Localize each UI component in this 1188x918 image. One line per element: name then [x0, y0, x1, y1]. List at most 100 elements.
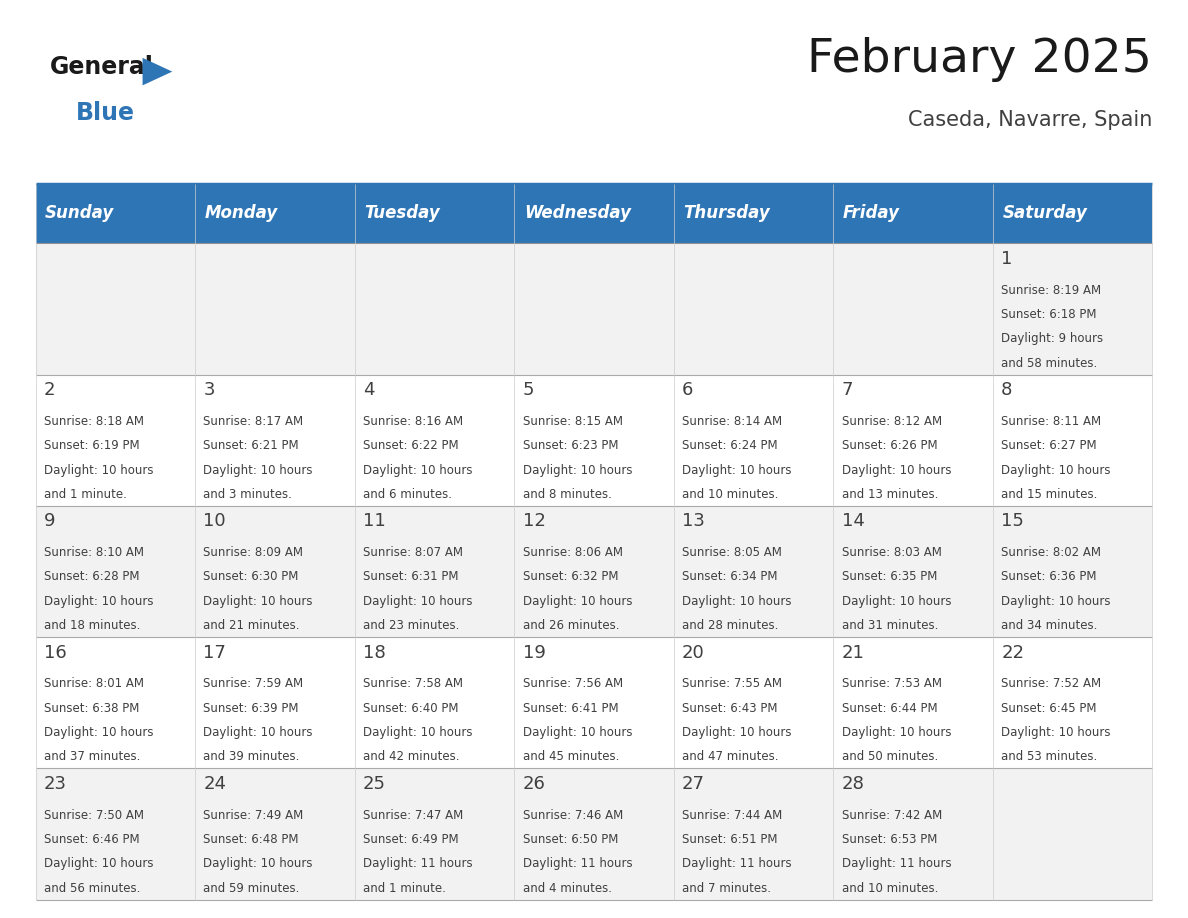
Bar: [993, 243, 1152, 375]
Text: and 10 minutes.: and 10 minutes.: [682, 487, 778, 501]
Text: Saturday: Saturday: [1003, 205, 1087, 222]
Text: Sunset: 6:21 PM: Sunset: 6:21 PM: [203, 439, 299, 453]
Bar: [993, 375, 1152, 506]
Bar: [355, 768, 514, 900]
Bar: [195, 184, 355, 243]
Text: and 18 minutes.: and 18 minutes.: [44, 619, 140, 633]
Bar: [36, 637, 195, 768]
Text: Sunset: 6:19 PM: Sunset: 6:19 PM: [44, 439, 139, 453]
Text: Blue: Blue: [76, 101, 135, 125]
Bar: [674, 243, 833, 375]
Text: and 6 minutes.: and 6 minutes.: [364, 487, 451, 501]
Text: and 21 minutes.: and 21 minutes.: [203, 619, 301, 633]
Text: 13: 13: [682, 512, 704, 531]
Text: Sunset: 6:36 PM: Sunset: 6:36 PM: [1001, 570, 1097, 584]
Text: 14: 14: [841, 512, 865, 531]
Text: and 39 minutes.: and 39 minutes.: [203, 750, 299, 764]
Text: and 13 minutes.: and 13 minutes.: [841, 487, 939, 501]
Text: Daylight: 10 hours: Daylight: 10 hours: [523, 464, 632, 476]
Text: 16: 16: [44, 644, 67, 662]
Text: Daylight: 10 hours: Daylight: 10 hours: [682, 595, 791, 608]
Text: Sunrise: 7:58 AM: Sunrise: 7:58 AM: [364, 677, 463, 690]
Text: 7: 7: [841, 381, 853, 399]
Bar: [674, 506, 833, 637]
Text: 19: 19: [523, 644, 545, 662]
Text: Daylight: 10 hours: Daylight: 10 hours: [841, 595, 952, 608]
Text: Daylight: 10 hours: Daylight: 10 hours: [1001, 726, 1111, 739]
Text: Sunset: 6:51 PM: Sunset: 6:51 PM: [682, 833, 778, 846]
Text: 6: 6: [682, 381, 694, 399]
Text: Daylight: 11 hours: Daylight: 11 hours: [364, 857, 473, 870]
Text: and 37 minutes.: and 37 minutes.: [44, 750, 140, 764]
Bar: [514, 243, 674, 375]
Text: and 42 minutes.: and 42 minutes.: [364, 750, 460, 764]
Text: Sunrise: 8:11 AM: Sunrise: 8:11 AM: [1001, 415, 1101, 428]
Text: 3: 3: [203, 381, 215, 399]
Text: 20: 20: [682, 644, 704, 662]
Text: Sunrise: 7:52 AM: Sunrise: 7:52 AM: [1001, 677, 1101, 690]
Text: Sunset: 6:46 PM: Sunset: 6:46 PM: [44, 833, 139, 846]
Text: Daylight: 10 hours: Daylight: 10 hours: [203, 857, 312, 870]
Text: Daylight: 10 hours: Daylight: 10 hours: [203, 464, 312, 476]
Text: Daylight: 10 hours: Daylight: 10 hours: [364, 726, 473, 739]
Text: 21: 21: [841, 644, 865, 662]
Text: Sunset: 6:49 PM: Sunset: 6:49 PM: [364, 833, 459, 846]
Text: Sunset: 6:23 PM: Sunset: 6:23 PM: [523, 439, 618, 453]
Text: 25: 25: [364, 775, 386, 793]
Text: Daylight: 10 hours: Daylight: 10 hours: [1001, 595, 1111, 608]
Text: and 28 minutes.: and 28 minutes.: [682, 619, 778, 633]
Text: and 1 minute.: and 1 minute.: [44, 487, 127, 501]
Text: and 26 minutes.: and 26 minutes.: [523, 619, 619, 633]
Bar: [993, 768, 1152, 900]
Text: Caseda, Navarre, Spain: Caseda, Navarre, Spain: [908, 110, 1152, 130]
Text: and 4 minutes.: and 4 minutes.: [523, 881, 612, 895]
Bar: [833, 375, 993, 506]
Text: Daylight: 10 hours: Daylight: 10 hours: [44, 857, 153, 870]
Text: Sunset: 6:43 PM: Sunset: 6:43 PM: [682, 701, 778, 715]
Bar: [355, 243, 514, 375]
Text: February 2025: February 2025: [808, 37, 1152, 82]
Text: and 45 minutes.: and 45 minutes.: [523, 750, 619, 764]
Text: 28: 28: [841, 775, 865, 793]
Text: 24: 24: [203, 775, 227, 793]
Text: Sunrise: 7:46 AM: Sunrise: 7:46 AM: [523, 809, 623, 822]
Text: Sunset: 6:41 PM: Sunset: 6:41 PM: [523, 701, 618, 715]
Text: Sunrise: 7:55 AM: Sunrise: 7:55 AM: [682, 677, 782, 690]
Bar: [674, 375, 833, 506]
Text: and 8 minutes.: and 8 minutes.: [523, 487, 612, 501]
Text: Sunset: 6:26 PM: Sunset: 6:26 PM: [841, 439, 937, 453]
Text: Sunset: 6:24 PM: Sunset: 6:24 PM: [682, 439, 778, 453]
Bar: [833, 768, 993, 900]
Bar: [355, 375, 514, 506]
Bar: [514, 375, 674, 506]
Bar: [674, 768, 833, 900]
Text: and 7 minutes.: and 7 minutes.: [682, 881, 771, 895]
Text: 5: 5: [523, 381, 535, 399]
Bar: [833, 637, 993, 768]
Text: Sunrise: 7:53 AM: Sunrise: 7:53 AM: [841, 677, 942, 690]
Text: Sunrise: 8:12 AM: Sunrise: 8:12 AM: [841, 415, 942, 428]
Text: Sunset: 6:39 PM: Sunset: 6:39 PM: [203, 701, 299, 715]
Text: Sunrise: 8:14 AM: Sunrise: 8:14 AM: [682, 415, 782, 428]
Text: 26: 26: [523, 775, 545, 793]
Text: Sunrise: 8:18 AM: Sunrise: 8:18 AM: [44, 415, 144, 428]
Bar: [355, 184, 514, 243]
Text: Sunset: 6:31 PM: Sunset: 6:31 PM: [364, 570, 459, 584]
Text: Sunrise: 7:56 AM: Sunrise: 7:56 AM: [523, 677, 623, 690]
Text: and 23 minutes.: and 23 minutes.: [364, 619, 460, 633]
Text: Sunrise: 8:06 AM: Sunrise: 8:06 AM: [523, 546, 623, 559]
Text: 10: 10: [203, 512, 226, 531]
Text: Sunset: 6:30 PM: Sunset: 6:30 PM: [203, 570, 299, 584]
Text: 9: 9: [44, 512, 56, 531]
Text: 12: 12: [523, 512, 545, 531]
Bar: [36, 375, 195, 506]
Bar: [195, 637, 355, 768]
Text: 22: 22: [1001, 644, 1024, 662]
Text: and 15 minutes.: and 15 minutes.: [1001, 487, 1098, 501]
Text: Sunrise: 8:19 AM: Sunrise: 8:19 AM: [1001, 284, 1101, 297]
Text: Sunset: 6:34 PM: Sunset: 6:34 PM: [682, 570, 778, 584]
Text: Daylight: 10 hours: Daylight: 10 hours: [1001, 464, 1111, 476]
Text: and 10 minutes.: and 10 minutes.: [841, 881, 939, 895]
Text: 1: 1: [1001, 250, 1012, 268]
Bar: [833, 243, 993, 375]
